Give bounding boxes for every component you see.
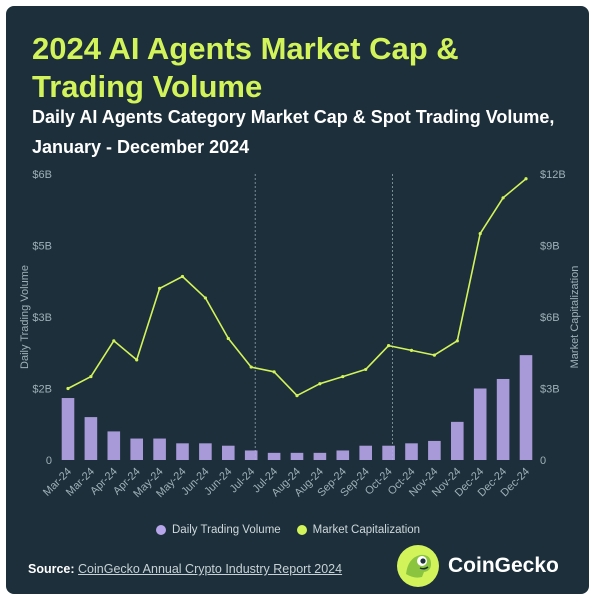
- volume-bar: [244, 450, 258, 460]
- market-cap-point: [226, 336, 230, 341]
- market-cap-point: [455, 339, 459, 343]
- y-left-axis-title: Daily Trading Volume: [19, 265, 31, 369]
- chart-plot: 0 $2B $3B $5B $6B 0 $3B $6B $9B $12B Daily Trading…: [19, 169, 581, 500]
- y-left-tick-label: $6B: [32, 169, 52, 181]
- volume-bar: [313, 452, 327, 460]
- market-cap-point: [295, 394, 299, 398]
- legend: Daily Trading Volume Market Capitalizati…: [156, 524, 420, 536]
- legend-label-market-cap: Market Capitalization: [312, 524, 421, 536]
- volume-bar: [176, 443, 189, 460]
- source-label: Source:: [28, 562, 75, 576]
- chart-card: 2024 AI Agents Market Cap & Trading Volu…: [6, 6, 589, 594]
- y-right-tick-label: 0: [540, 455, 546, 467]
- volume-bar: [451, 421, 464, 460]
- gecko-logo-icon: [397, 545, 439, 587]
- legend-item-market-cap: Market Capitalization: [296, 524, 421, 536]
- y-left-tick-label: $2B: [32, 384, 52, 396]
- market-cap-point: [364, 367, 368, 372]
- market-cap-point: [112, 339, 116, 343]
- volume-bar: [222, 445, 235, 460]
- market-cap-point: [478, 231, 482, 236]
- volume-bar: [473, 388, 487, 460]
- market-cap-point: [180, 274, 185, 279]
- source-note: Source: CoinGecko Annual Crypto Industry…: [28, 562, 342, 576]
- market-cap-point: [318, 382, 322, 386]
- market-cap-point: [272, 370, 276, 374]
- market-cap-point: [432, 353, 436, 357]
- volume-bar: [382, 445, 395, 460]
- y-right-tick-label: $6B: [540, 312, 560, 324]
- market-cap-point: [501, 196, 505, 200]
- y-right-tick-label: $12B: [540, 169, 566, 181]
- volume-bar: [153, 438, 166, 460]
- market-cap-point: [203, 296, 207, 300]
- volume-bar: [61, 398, 75, 460]
- source-link[interactable]: CoinGecko Annual Crypto Industry Report …: [78, 562, 343, 576]
- y-right-axis-title: Market Capitalization: [569, 266, 581, 369]
- market-cap-point: [249, 365, 253, 369]
- legend-swatch-market-cap: [296, 525, 307, 535]
- volume-bar: [130, 438, 143, 460]
- x-tick-label: Jul-24: [228, 466, 258, 496]
- volume-bar: [519, 355, 533, 460]
- chart-title: 2024 AI Agents Market Cap & Trading Volu…: [32, 31, 459, 104]
- chart-subtitle: Daily AI Agents Category Market Cap & Sp…: [32, 107, 555, 157]
- market-cap-point: [524, 177, 528, 181]
- y-left-tick-label: 0: [46, 455, 52, 467]
- y-right-tick-label: $9B: [540, 241, 560, 253]
- y-left-tick-label: $5B: [32, 241, 52, 253]
- brand: CoinGecko: [396, 544, 559, 588]
- volume-bar: [428, 440, 441, 460]
- volume-bar: [359, 445, 372, 460]
- legend-item-volume: Daily Trading Volume: [156, 524, 281, 536]
- brand-name: CoinGecko: [448, 554, 559, 577]
- y-right-tick-label: $3B: [540, 384, 560, 396]
- volume-bar: [267, 452, 281, 460]
- volume-bar: [336, 450, 350, 460]
- legend-label-volume: Daily Trading Volume: [172, 524, 281, 536]
- legend-swatch-volume: [156, 525, 166, 535]
- market-cap-point: [89, 374, 93, 379]
- market-cap-point: [341, 374, 345, 379]
- volume-bar: [107, 431, 121, 460]
- volume-bar: [496, 378, 510, 460]
- market-cap-point: [66, 386, 70, 391]
- market-cap-point: [158, 286, 162, 290]
- volume-bar: [84, 417, 98, 460]
- volume-bar: [405, 443, 418, 460]
- market-cap-line: [67, 178, 527, 397]
- y-left-tick-label: $3B: [32, 312, 52, 324]
- volume-bar: [290, 452, 304, 460]
- market-cap-point: [135, 358, 139, 362]
- volume-bar: [199, 443, 212, 460]
- market-cap-point: [409, 348, 414, 352]
- market-cap-point: [387, 344, 391, 348]
